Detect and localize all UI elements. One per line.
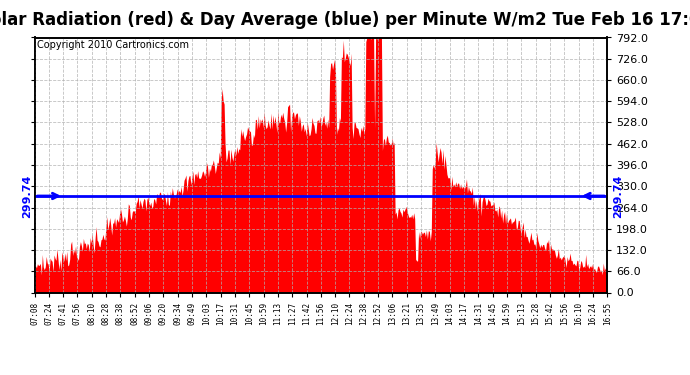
Text: 299.74: 299.74	[613, 174, 623, 217]
Text: 299.74: 299.74	[23, 174, 32, 217]
Text: Copyright 2010 Cartronics.com: Copyright 2010 Cartronics.com	[37, 40, 189, 50]
Text: Solar Radiation (red) & Day Average (blue) per Minute W/m2 Tue Feb 16 17:04: Solar Radiation (red) & Day Average (blu…	[0, 11, 690, 29]
